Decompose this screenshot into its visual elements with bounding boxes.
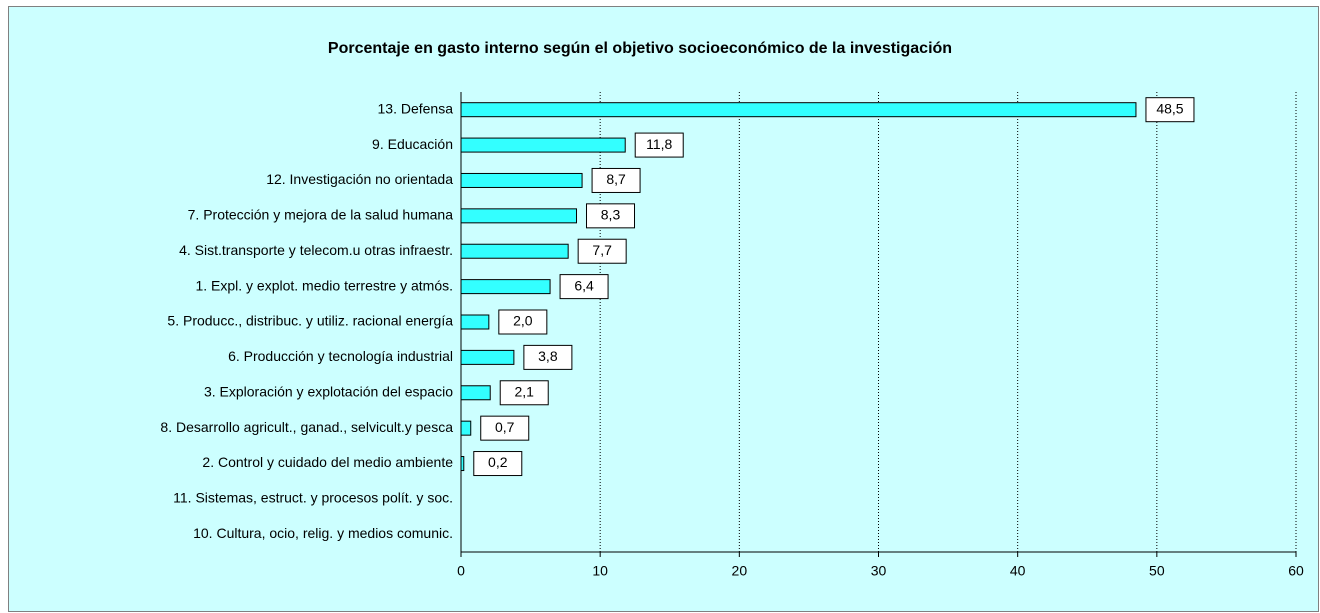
x-tick-label: 10	[592, 563, 608, 579]
y-tick-label: 5. Producc., distribuc. y utiliz. racion…	[167, 313, 453, 329]
data-label-box	[634, 132, 684, 158]
data-label-box	[591, 167, 641, 193]
data-label-box	[498, 309, 548, 335]
bar	[460, 420, 472, 436]
y-tick-label: 1. Expl. y explot. medio terrestre y atm…	[195, 277, 453, 293]
data-label: 48,5	[1156, 100, 1183, 116]
bar	[460, 385, 491, 401]
x-tick-label: 50	[1149, 563, 1165, 579]
bar	[460, 243, 569, 259]
data-label-box	[480, 415, 530, 441]
y-tick-label: 12. Investigación no orientada	[266, 171, 453, 187]
bar	[460, 102, 1137, 118]
data-label-box	[559, 274, 609, 300]
y-tick-label: 13. Defensa	[378, 100, 454, 116]
data-label-box	[1145, 97, 1195, 123]
y-tick-label: 9. Educación	[372, 136, 453, 152]
data-label: 11,8	[646, 136, 672, 152]
bar	[460, 137, 626, 153]
chart-title: Porcentaje en gasto interno según el obj…	[328, 40, 952, 57]
data-label: 3,8	[538, 348, 558, 364]
data-label: 2,0	[513, 313, 533, 329]
y-tick-label: 7. Protección y mejora de la salud human…	[188, 207, 454, 223]
bar	[460, 314, 490, 330]
y-tick-label: 3. Exploración y explotación del espacio	[204, 383, 453, 399]
bar	[460, 279, 551, 295]
data-label: 8,3	[601, 207, 621, 223]
y-tick-label: 6. Producción y tecnología industrial	[228, 348, 453, 364]
data-label: 0,2	[488, 454, 508, 470]
x-tick-label: 60	[1288, 563, 1304, 579]
bar	[460, 172, 583, 188]
y-tick-label: 11. Sistemas, estruct. y procesos polít.…	[173, 490, 453, 506]
x-tick-label: 40	[1010, 563, 1026, 579]
y-tick-label: 10. Cultura, ocio, relig. y medios comun…	[193, 525, 453, 541]
bar	[460, 456, 465, 472]
data-label: 7,7	[592, 242, 612, 258]
data-label-box	[499, 380, 549, 406]
data-label: 8,7	[606, 171, 626, 187]
y-tick-label: 2. Control y cuidado del medio ambiente	[202, 454, 453, 470]
y-tick-label: 4. Sist.transporte y telecom.u otras inf…	[179, 242, 453, 258]
data-label-box	[586, 203, 636, 229]
data-label: 0,7	[495, 419, 515, 435]
data-label-box	[473, 451, 523, 477]
x-tick-label: 20	[732, 563, 748, 579]
y-tick-label: 8. Desarrollo agricult., ganad., selvicu…	[160, 419, 453, 435]
bar	[460, 349, 515, 365]
data-label: 6,4	[574, 277, 594, 293]
x-tick-label: 30	[871, 563, 887, 579]
bar	[460, 208, 578, 224]
x-tick-label: 0	[457, 563, 465, 579]
chart-background	[8, 6, 1319, 612]
data-label-box	[577, 238, 627, 264]
data-label: 2,1	[514, 383, 534, 399]
data-label-box	[523, 344, 573, 370]
